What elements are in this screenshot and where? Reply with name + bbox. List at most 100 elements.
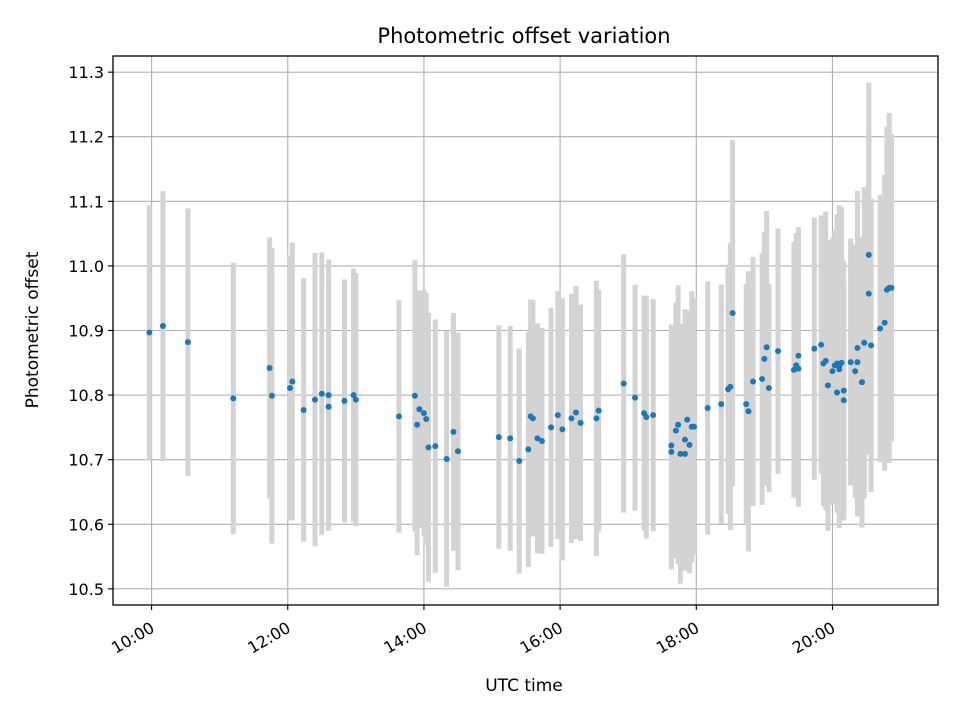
data-point [727,383,734,390]
data-point [745,408,752,415]
data-point [774,348,781,355]
data-point [718,401,725,408]
data-point [852,368,859,375]
data-point [352,396,359,403]
data-point [507,435,514,442]
data-point [350,392,357,399]
data-point [525,446,532,453]
data-point [450,428,457,435]
data-points [146,251,895,464]
data-point [454,448,461,455]
data-point [811,345,818,352]
data-point [677,450,684,457]
data-point [266,364,273,371]
data-point [854,359,861,366]
data-point [840,387,847,394]
x-tick-label: 12:00 [244,618,293,658]
data-point [577,419,584,426]
data-point [668,448,675,455]
data-point [681,436,688,443]
data-point [230,395,237,402]
data-point [289,378,296,385]
data-point [146,329,153,336]
data-point [268,392,275,399]
x-tick-label: 16:00 [517,618,566,658]
data-point [559,426,566,433]
data-point [765,384,772,391]
data-point [184,339,191,346]
data-point [836,366,843,373]
x-tick-label: 10:00 [108,618,157,658]
data-point [877,325,884,332]
data-point [888,284,895,291]
data-point [516,457,523,464]
data-point [795,365,802,372]
data-point [650,412,657,419]
y-tick-label: 11.3 [68,63,104,82]
data-point [704,405,711,412]
data-point [432,443,439,450]
data-point [881,319,888,326]
data-point [443,456,450,463]
error-bars [146,82,894,587]
y-tick-label: 10.8 [68,386,104,405]
data-point [838,359,845,366]
data-point [325,392,332,399]
data-point [572,409,579,416]
data-point [675,421,682,428]
data-point [495,434,502,441]
y-tick-label: 10.6 [68,515,104,534]
data-point [643,414,650,421]
y-tick-label: 10.7 [68,451,104,470]
x-tick-label: 20:00 [789,618,838,658]
data-point [750,378,757,385]
data-point [554,412,561,419]
data-point [395,413,402,420]
x-axis-label: UTC time [485,676,563,696]
data-point [341,397,348,404]
data-point [318,390,325,397]
data-point [865,290,872,297]
chart-title: Photometric offset variation [377,24,670,48]
x-tick-label: 18:00 [653,618,702,658]
data-point [763,344,770,351]
y-tick-label: 11.0 [68,257,104,276]
data-point [595,407,602,414]
data-point [822,357,829,364]
data-point [593,415,600,422]
y-tick-label: 11.1 [68,192,104,211]
data-point [729,310,736,317]
data-point [840,397,847,404]
data-point [858,379,865,386]
data-point [311,396,318,403]
y-tick-label: 10.9 [68,322,104,341]
data-point [824,382,831,389]
data-point [686,441,693,448]
data-point [854,344,861,351]
data-point [420,410,427,417]
data-point [568,415,575,422]
data-point [534,435,541,442]
data-point [790,366,797,373]
data-point [411,392,418,399]
data-point [632,394,639,401]
data-point [795,352,802,359]
data-point [759,375,766,382]
data-point [416,406,423,413]
y-tick-label: 11.2 [68,128,104,147]
data-point [414,421,421,428]
data-point [620,380,627,387]
data-point [861,339,868,346]
data-point [672,427,679,434]
data-point [691,423,698,430]
data-point [300,406,307,413]
data-point [159,322,166,329]
data-point [548,424,555,431]
y-tick-label: 10.5 [68,580,104,599]
data-point [529,415,536,422]
data-point [761,355,768,362]
data-point [829,368,836,375]
data-point [681,450,688,457]
data-point [684,416,691,423]
